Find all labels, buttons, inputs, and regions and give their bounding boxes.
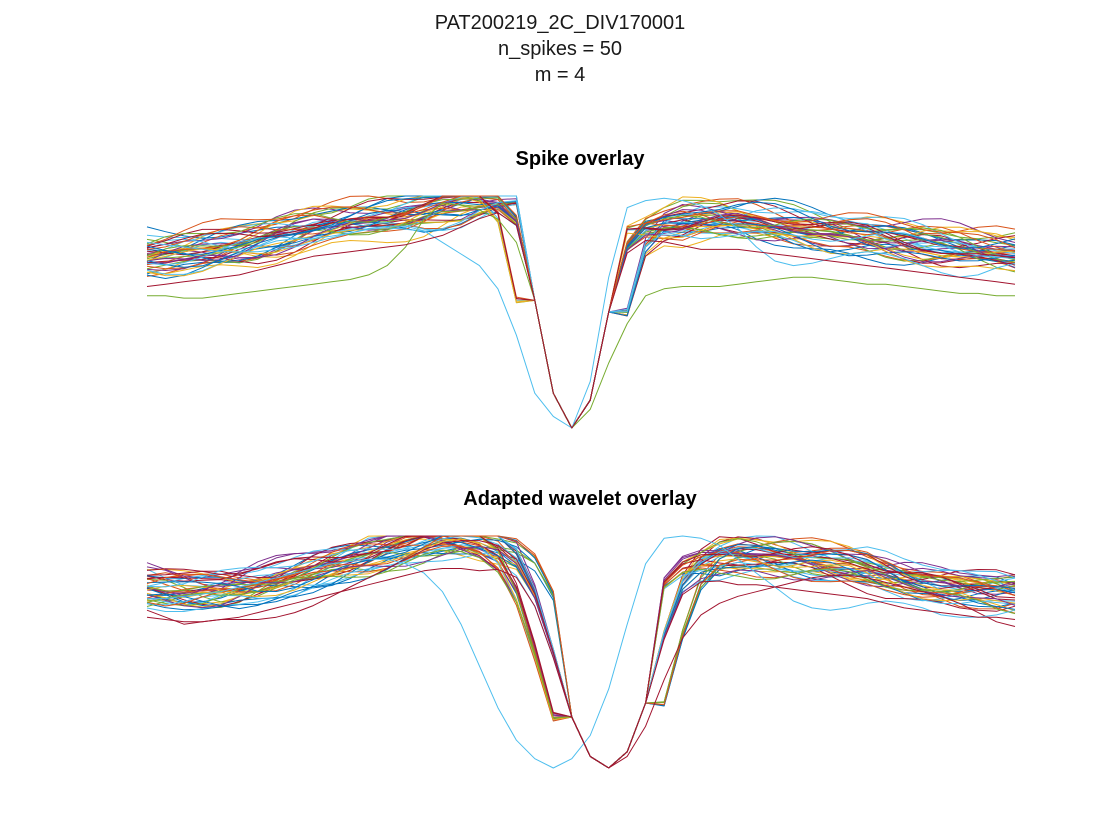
wavelet-overlay-title: Adapted wavelet overlay [0,488,1120,511]
suptitle-line-1: PAT200219_2C_DIV170001 [0,10,1120,36]
trace-top-low [147,213,1015,428]
spike-overlay-plot [147,196,1015,428]
trace-bottom-42 [147,536,1015,768]
spike-overlay-title: Spike overlay [0,148,1120,171]
figure-suptitle: PAT200219_2C_DIV170001 n_spikes = 50 m =… [0,10,1120,88]
wavelet-overlay-plot [147,536,1015,768]
suptitle-line-2: n_spikes = 50 [0,36,1120,62]
suptitle-line-3: m = 4 [0,62,1120,88]
trace-bottom-21 [147,537,1015,768]
